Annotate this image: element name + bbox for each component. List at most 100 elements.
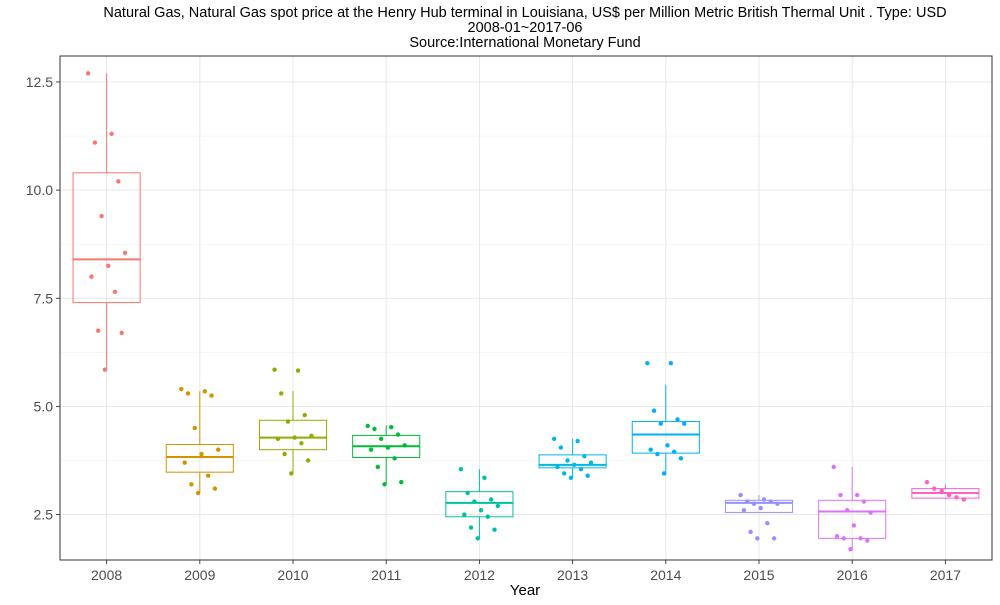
data-point xyxy=(395,432,401,437)
data-point xyxy=(102,367,108,372)
data-point xyxy=(89,274,94,279)
data-point xyxy=(868,510,873,515)
x-tick-label: 2009 xyxy=(184,567,215,583)
data-point xyxy=(954,495,959,500)
data-point xyxy=(279,391,284,396)
data-point xyxy=(365,423,370,429)
data-point xyxy=(568,475,574,481)
data-point xyxy=(192,425,197,431)
data-point xyxy=(765,521,770,526)
data-point xyxy=(109,131,114,137)
data-point xyxy=(199,451,204,457)
data-point xyxy=(402,443,407,448)
data-point xyxy=(671,449,677,455)
data-point xyxy=(119,330,124,336)
x-tick-label: 2013 xyxy=(557,567,588,583)
data-point xyxy=(761,497,767,502)
data-point xyxy=(834,534,840,539)
data-point xyxy=(582,453,587,459)
data-point xyxy=(578,466,584,472)
y-tick-label: 12.5 xyxy=(26,74,53,90)
data-point xyxy=(92,140,98,145)
box xyxy=(538,454,607,469)
box xyxy=(445,491,514,518)
data-point xyxy=(292,435,297,440)
data-point xyxy=(488,497,494,502)
data-point xyxy=(99,213,104,219)
data-point xyxy=(848,546,853,552)
data-point xyxy=(678,456,684,461)
data-point xyxy=(106,263,111,269)
data-point xyxy=(844,508,850,513)
data-point xyxy=(179,386,184,392)
data-point xyxy=(305,458,311,463)
data-point xyxy=(741,508,747,513)
data-point xyxy=(738,492,743,498)
data-point xyxy=(392,456,397,461)
x-tick-label: 2017 xyxy=(930,567,961,583)
data-point xyxy=(562,471,567,476)
data-point xyxy=(482,475,487,481)
data-point xyxy=(841,536,847,541)
data-point xyxy=(122,250,128,256)
data-point xyxy=(865,538,870,543)
data-point xyxy=(585,473,590,478)
data-point xyxy=(282,451,287,457)
data-point xyxy=(378,436,384,442)
x-tick-label: 2014 xyxy=(650,567,681,583)
data-point xyxy=(551,436,557,442)
data-point xyxy=(555,464,560,470)
data-point xyxy=(861,499,867,504)
data-point xyxy=(85,71,91,76)
chart-title-line-1: Natural Gas, Natural Gas spot price at t… xyxy=(103,5,946,21)
data-point xyxy=(565,458,570,463)
data-point xyxy=(655,451,660,457)
data-point xyxy=(675,417,680,422)
data-point xyxy=(399,479,404,485)
data-point xyxy=(745,499,750,504)
data-point xyxy=(648,447,653,452)
plot-area: 2.5 5.0 7.5 10.0 12.5 2008 2009 2010 2011 2012 201… xyxy=(26,55,993,583)
data-point xyxy=(748,529,753,535)
data-point xyxy=(116,179,121,184)
data-point xyxy=(295,368,301,373)
data-point xyxy=(932,486,937,491)
y-tick-label: 7.5 xyxy=(34,290,54,306)
data-point xyxy=(858,536,863,541)
data-point xyxy=(558,445,564,450)
data-point xyxy=(299,440,304,446)
data-point xyxy=(658,421,663,426)
data-point xyxy=(855,492,860,498)
data-point xyxy=(472,499,477,504)
data-point xyxy=(758,505,763,511)
data-point xyxy=(668,360,674,366)
data-point xyxy=(831,464,836,470)
data-point xyxy=(285,419,291,424)
data-point xyxy=(205,473,211,478)
x-tick-label: 2011 xyxy=(371,567,401,583)
box xyxy=(818,499,887,539)
data-point xyxy=(751,501,757,506)
data-point xyxy=(775,501,780,506)
data-point xyxy=(755,536,760,541)
data-point xyxy=(96,328,101,333)
data-point xyxy=(202,389,208,394)
data-point xyxy=(209,393,214,398)
data-point xyxy=(182,460,187,465)
data-point xyxy=(368,447,374,452)
data-point xyxy=(572,462,577,468)
data-point xyxy=(768,499,773,504)
data-point xyxy=(665,443,670,448)
data-point xyxy=(382,482,387,487)
data-point xyxy=(289,471,294,476)
data-point xyxy=(458,466,464,472)
chart-title-line-3: Source:International Monetary Fund xyxy=(409,35,640,51)
data-point xyxy=(275,436,281,442)
x-tick-label: 2010 xyxy=(277,567,308,583)
data-point xyxy=(385,445,391,450)
y-tick-label: 5.0 xyxy=(34,398,54,414)
x-tick-label: 2016 xyxy=(837,567,868,583)
x-tick-label: 2012 xyxy=(464,567,495,583)
